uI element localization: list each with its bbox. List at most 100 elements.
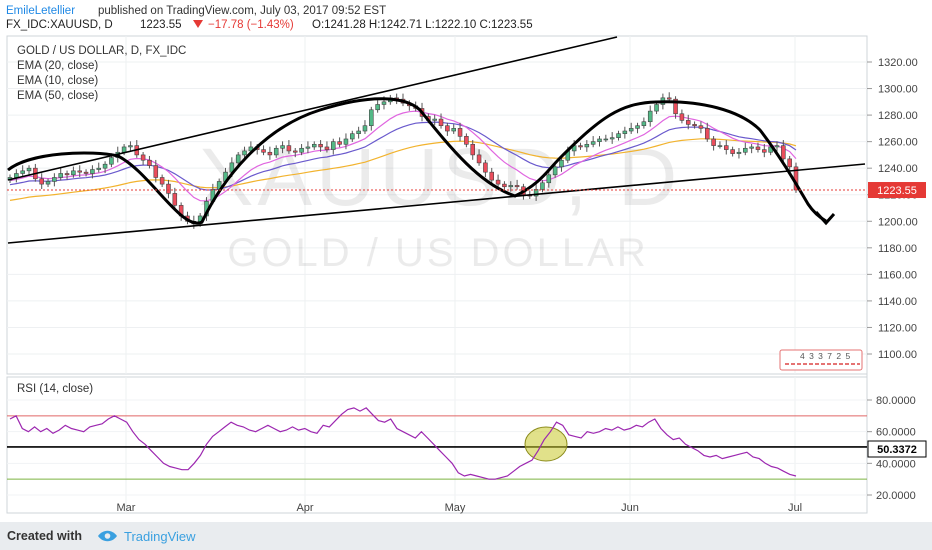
candle-up — [350, 133, 355, 140]
rsi-current-badge-text: 50.3372 — [877, 444, 917, 456]
price-tick-label: 1140.00 — [878, 296, 917, 308]
candle-down — [159, 177, 165, 185]
candle-up — [362, 125, 368, 132]
candle-down — [318, 143, 323, 148]
candle-up — [356, 130, 361, 134]
candle-down — [724, 145, 729, 150]
candle-up — [736, 151, 742, 154]
candle-up — [717, 145, 723, 147]
candle-up — [71, 170, 76, 176]
last-price-badge — [868, 182, 926, 199]
candle-up — [622, 130, 628, 134]
candle-up — [508, 185, 514, 188]
candle-up — [584, 143, 590, 148]
arc-drawing — [7, 97, 827, 225]
candle-down — [679, 113, 685, 121]
ohlc-values: O:1241.28 H:1242.71 L:1222.10 C:1223.55 — [312, 19, 533, 31]
candle-up — [635, 125, 640, 129]
candle-up — [242, 150, 247, 156]
candle-up — [451, 128, 456, 132]
candle-down — [457, 128, 463, 137]
price-tick-label: 1180.00 — [878, 243, 917, 255]
candle-up — [14, 173, 19, 178]
author-link[interactable]: EmileLetellier — [6, 5, 75, 17]
candle-down — [578, 145, 583, 148]
candle-up — [299, 147, 304, 153]
channel-upper-line — [7, 36, 618, 181]
down-triangle-icon — [193, 20, 203, 28]
time-axis[interactable]: Mar Apr May Jun Jul — [117, 502, 803, 514]
candle-down — [755, 146, 761, 150]
time-tick-label: May — [445, 502, 466, 514]
candle-up — [273, 147, 279, 156]
candle-down — [666, 97, 672, 100]
drawing-annotations — [7, 36, 866, 244]
candle-up — [20, 170, 25, 174]
price-tick-label: 1120.00 — [878, 322, 917, 334]
legend-ema50: EMA (50, close) — [17, 90, 98, 102]
created-with-label: Created with — [7, 529, 82, 543]
candle-down — [483, 162, 488, 173]
candle-up — [45, 181, 51, 185]
candle-down — [502, 183, 507, 188]
candle-up — [533, 189, 539, 197]
down-arrow-icon — [814, 210, 836, 226]
candle-up — [311, 143, 317, 148]
candle-down — [261, 149, 266, 153]
candle-up — [375, 104, 380, 111]
time-tick-label: Mar — [117, 502, 136, 514]
candle-down — [464, 136, 469, 145]
candle-up — [628, 128, 634, 132]
tradingview-logo-icon — [98, 530, 117, 542]
candle-up — [641, 121, 647, 127]
candle-up — [343, 138, 349, 145]
price-axis[interactable]: 1100.00 1120.00 1140.00 1160.00 1180.00 1200.… — [867, 57, 918, 361]
price-tick-label: 1300.00 — [878, 84, 918, 96]
candle-up — [96, 167, 102, 170]
candle-up — [609, 137, 615, 140]
rsi-pane[interactable] — [6, 376, 868, 514]
candle-down — [698, 125, 704, 129]
rsi-tick-label: 60.0000 — [876, 427, 916, 439]
candle-up — [603, 138, 609, 141]
candle-up — [90, 169, 95, 174]
legend-rsi: RSI (14, close) — [17, 383, 93, 395]
time-tick-label: Jul — [788, 502, 802, 514]
grid-lines — [7, 36, 867, 513]
candle-down — [438, 118, 444, 127]
candle-down — [140, 154, 146, 161]
watermark-symbol: XAUUSD, D — [199, 132, 682, 223]
candle-down — [39, 178, 44, 185]
candle-down — [514, 185, 520, 188]
candle-down — [762, 149, 767, 153]
candle-down — [495, 179, 501, 185]
candle-down — [445, 125, 450, 132]
channel-lower-line — [7, 163, 866, 244]
candle-down — [711, 138, 716, 146]
candle-down — [787, 158, 792, 168]
candle-down — [147, 159, 152, 166]
candle-up — [52, 177, 57, 182]
candle-up — [546, 174, 552, 184]
candle-up — [102, 163, 108, 169]
price-tick-label: 1240.00 — [878, 163, 918, 175]
tradingview-brand[interactable]: TradingView — [124, 529, 196, 544]
rsi-axis[interactable]: 20.0000 40.0000 60.0000 80.0000 — [867, 395, 916, 502]
price-pane[interactable] — [6, 35, 868, 375]
candle-down — [730, 149, 735, 154]
price-change: −17.78 (−1.43%) — [208, 19, 294, 31]
legend-ema20: EMA (20, close) — [17, 60, 98, 72]
candle-up — [616, 133, 621, 138]
candle-up — [58, 173, 63, 178]
candle-up — [305, 146, 311, 149]
price-tick-label: 1100.00 — [878, 349, 917, 361]
candle-up — [654, 104, 659, 112]
candle-down — [324, 146, 330, 150]
legend-title: GOLD / US DOLLAR, D, FX_IDC — [17, 45, 186, 57]
price-tick-label: 1260.00 — [878, 137, 918, 149]
candle-down — [77, 170, 82, 173]
candle-up — [128, 145, 133, 148]
candle-up — [26, 167, 32, 172]
